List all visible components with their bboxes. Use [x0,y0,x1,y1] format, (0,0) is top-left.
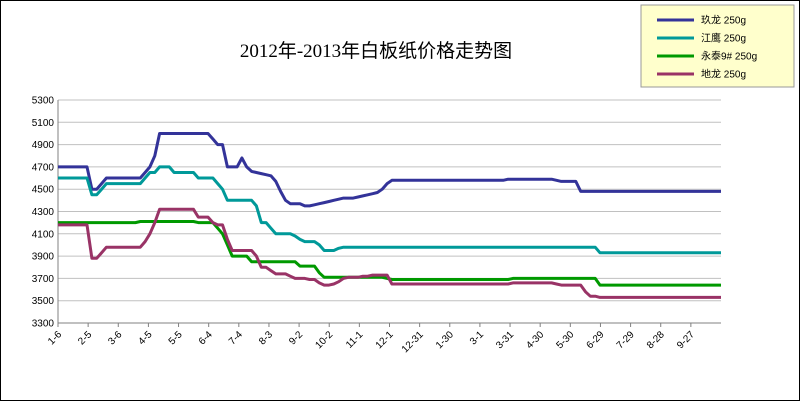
y-tick-label: 4500 [32,185,55,196]
x-tick-label: 12-1 [374,329,396,351]
x-tick-label: 7-4 [227,329,245,347]
x-tick-label: 2-5 [76,329,94,347]
y-tick-label: 3900 [32,252,55,263]
y-tick-label: 4900 [32,140,55,151]
legend-label: 江鹰 250g [701,32,746,45]
y-tick-label: 3300 [32,319,55,330]
y-axis-tick-labels: 3300 3500 3700 3900 4100 4300 4500 4700 4900 5100… [32,96,55,330]
x-tick-label: 6-29 [585,329,607,351]
x-tick-label: 3-6 [106,329,124,347]
axes [57,100,721,327]
series-line-2 [58,165,721,255]
y-tick-label: 5300 [32,96,55,107]
legend-label: 永泰9# 250g [701,50,757,63]
x-tick-label: 1-30 [434,329,456,351]
x-tick-label: 6-4 [197,329,215,347]
y-tick-label: 4300 [32,207,55,218]
series-lines [58,132,721,299]
y-tick-label: 4700 [32,162,55,173]
x-tick-label: 8-3 [257,329,275,347]
y-tick-label: 4100 [32,229,55,240]
legend-label: 地龙 250g [701,68,746,81]
x-tick-label: 11-1 [344,329,366,351]
x-tick-label: 4-5 [137,329,155,347]
x-tick-label: 8-28 [645,329,667,351]
x-tick-label: 12-31 [400,329,426,355]
legend-items: 玖龙 250g 江鹰 250g 永泰9# 250g 地龙 250g [657,14,757,81]
x-tick-label: 5-30 [555,329,577,351]
x-tick-label: 3-31 [494,329,516,351]
x-tick-label: 1-6 [46,329,64,347]
x-tick-label: 3-1 [468,329,486,347]
y-tick-label: 5100 [32,118,55,129]
series-line-1 [58,132,721,208]
x-tick-label: 9-2 [287,329,305,347]
legend-label: 玖龙 250g [701,14,746,27]
x-tick-label: 7-29 [615,329,637,351]
chart-title: 2012年-2013年白板纸价格走势图 [240,40,512,62]
gridlines [58,99,721,324]
series-line-4 [58,207,721,299]
x-tick-label: 4-30 [524,329,546,351]
x-tick-label: 10-2 [313,329,335,351]
y-tick-label: 3500 [32,296,55,307]
x-tick-label: 5-5 [167,329,185,347]
x-tick-label: 9-27 [675,329,697,351]
x-axis-tick-labels: 1-6 2-5 3-6 4-5 5-5 6-4 7-4 8-3 9-2 10-2 11-1 12-1 1… [46,329,697,355]
legend: 玖龙 250g 江鹰 250g 永泰9# 250g 地龙 250g [640,4,795,88]
y-tick-label: 3700 [32,274,55,285]
